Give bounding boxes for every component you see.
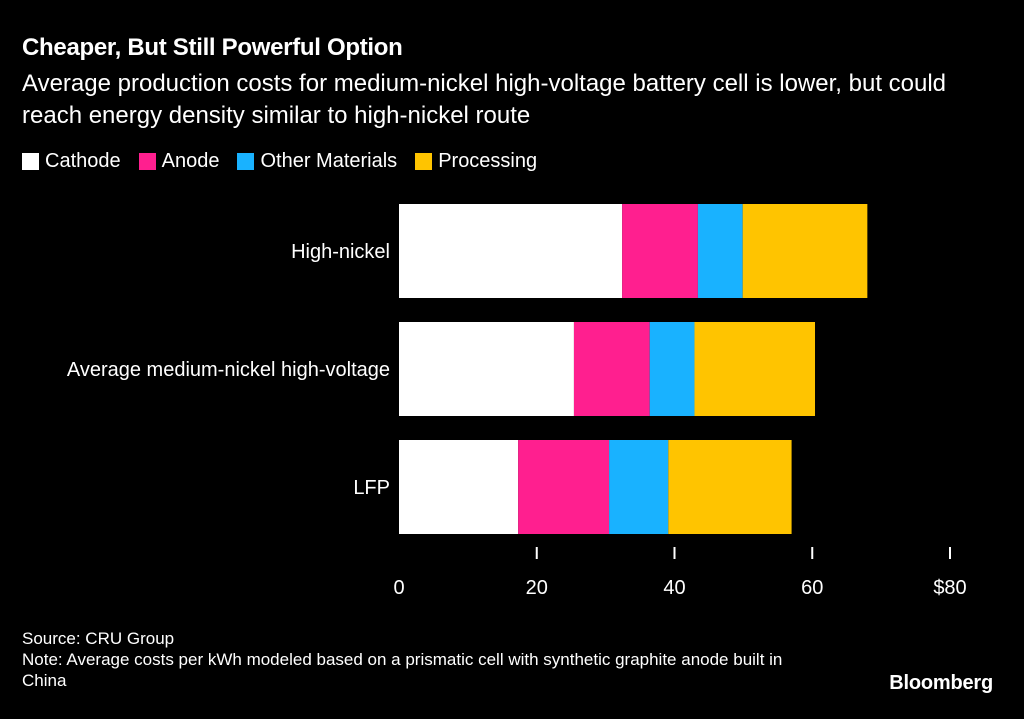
bar-high-nickel-other-materials xyxy=(697,204,743,298)
chart-subtitle: Average production costs for medium-nick… xyxy=(22,70,947,129)
legend-label-anode: Anode xyxy=(161,150,220,172)
footer: Source: CRU Group Note: Average costs pe… xyxy=(22,628,822,691)
legend-swatch-cathode xyxy=(22,153,39,170)
bar-average-medium-nickel-high-voltage-processing xyxy=(694,322,816,416)
methodology-note: Note: Average costs per kWh modeled base… xyxy=(22,650,783,690)
legend-item-processing: Processing xyxy=(415,150,537,173)
stacked-bar-chart: High-nickel Average medium-nickel high-vo… xyxy=(67,204,967,599)
bar-high-nickel-cathode xyxy=(399,204,623,298)
bar-average-medium-nickel-high-voltage-other-materials xyxy=(649,322,695,416)
legend-label-processing: Processing xyxy=(438,150,538,172)
legend-label-cathode: Cathode xyxy=(45,150,121,172)
bloomberg-logo: Bloomberg xyxy=(889,672,993,694)
source-note: Source: CRU Group xyxy=(22,629,175,648)
chart-title: Cheaper, But Still Powerful Option xyxy=(22,34,403,61)
bar-lfp-anode xyxy=(518,440,610,534)
legend-item-anode: Anode xyxy=(138,150,220,173)
bar-average-medium-nickel-high-voltage-anode xyxy=(573,322,650,416)
x-tick-label-40: 40 xyxy=(663,577,685,599)
x-tick-label-60: 60 xyxy=(801,577,823,599)
legend-swatch-anode xyxy=(138,153,156,170)
bar-average-medium-nickel-high-voltage-cathode xyxy=(399,322,574,416)
legend-swatch-processing xyxy=(415,153,433,170)
bar-high-nickel-anode xyxy=(622,204,698,298)
bar-lfp-processing xyxy=(668,440,792,534)
bar-high-nickel-processing xyxy=(742,204,868,298)
x-tick-label-80: $80 xyxy=(933,577,966,599)
legend-item-cathode: Cathode xyxy=(22,150,121,173)
bar-lfp-other-materials xyxy=(609,440,669,534)
bar-lfp-cathode xyxy=(399,440,519,534)
x-tick-label-20: 20 xyxy=(526,577,548,599)
legend-item-other-materials: Other Materials xyxy=(237,150,397,173)
category-label-average-medium-nickel-high-voltage: Average medium-nickel high-voltage xyxy=(67,359,390,381)
category-label-lfp: LFP xyxy=(353,477,390,499)
category-label-high-nickel: High-nickel xyxy=(291,241,390,263)
legend-label-other-materials: Other Materials xyxy=(260,150,398,172)
legend: Cathode Anode Other Materials Processing xyxy=(22,150,555,173)
x-tick-label-0: 0 xyxy=(393,577,404,599)
legend-swatch-other-materials xyxy=(237,153,255,170)
